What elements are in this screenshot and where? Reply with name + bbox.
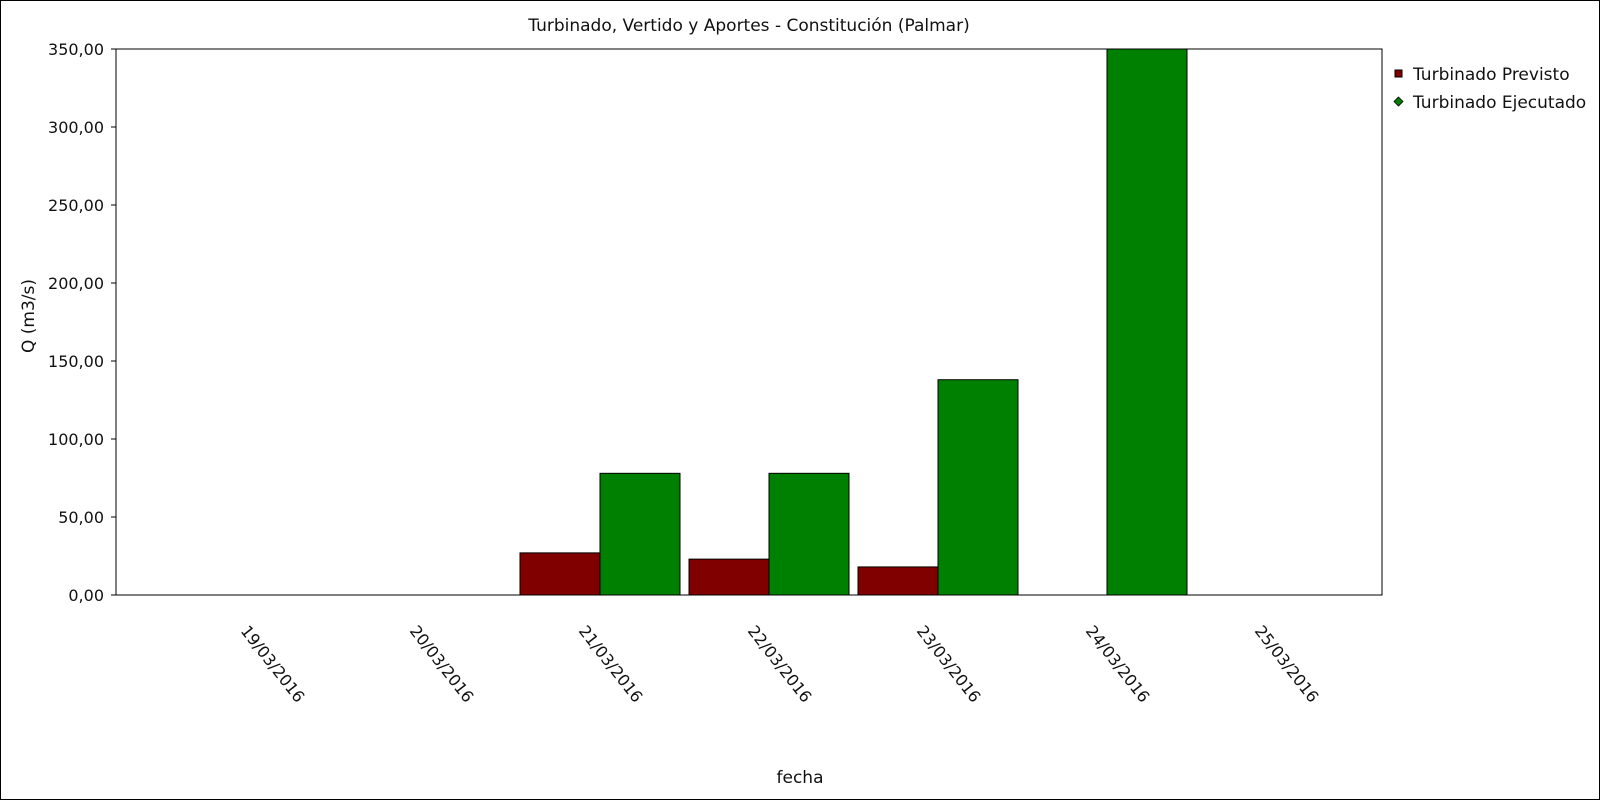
bar-turbinado-previsto — [857, 566, 939, 596]
y-tick-label: 0,00 — [68, 586, 104, 605]
bar-turbinado-ejecutado — [768, 472, 850, 596]
plot-area-frame — [115, 48, 1383, 596]
y-axis-label: Q (m3/s) — [19, 279, 39, 353]
y-tick-label: 150,00 — [48, 352, 104, 371]
chart-title: Turbinado, Vertido y Aportes - Constituc… — [527, 16, 969, 36]
legend-marker — [1394, 69, 1403, 78]
legend-marker — [1393, 96, 1404, 107]
y-tick-label: 100,00 — [48, 430, 104, 449]
y-tick-label: 350,00 — [48, 40, 104, 59]
bar-turbinado-previsto — [519, 552, 601, 596]
y-tick-label: 300,00 — [48, 118, 104, 137]
x-tick-label: 25/03/2016 — [1251, 622, 1323, 706]
y-tick-label: 200,00 — [48, 274, 104, 293]
bar-turbinado-ejecutado — [1106, 48, 1188, 596]
x-tick-label: 19/03/2016 — [237, 622, 309, 706]
legend: Turbinado Previsto Turbinado Ejecutado — [1393, 65, 1586, 113]
x-tick-label: 20/03/2016 — [406, 622, 478, 706]
legend-label: Turbinado Ejecutado — [1412, 93, 1586, 113]
y-tick-label: 250,00 — [48, 196, 104, 215]
bars — [519, 48, 1188, 596]
x-axis-label: fecha — [777, 768, 824, 788]
bar-turbinado-ejecutado — [937, 379, 1019, 596]
x-tick-label: 23/03/2016 — [913, 622, 985, 706]
y-tick-label: 50,00 — [58, 508, 104, 527]
legend-label: Turbinado Previsto — [1412, 65, 1570, 85]
x-tick-label: 21/03/2016 — [575, 622, 647, 706]
bar-turbinado-previsto — [688, 558, 770, 596]
x-tick-label: 24/03/2016 — [1082, 622, 1154, 706]
x-tick-label: 22/03/2016 — [744, 622, 816, 706]
bar-turbinado-ejecutado — [599, 472, 681, 596]
